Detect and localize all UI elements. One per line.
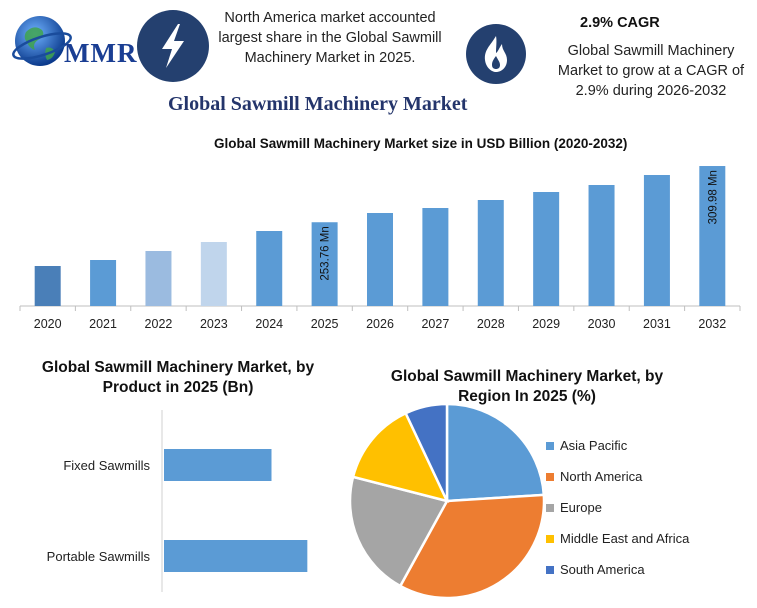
x-tick-label: 2032 [698,317,726,331]
globe-icon [12,16,72,66]
bar-2027 [422,208,449,306]
category-label: Fixed Sawmills [63,458,150,473]
legend-label: Middle East and Africa [560,531,690,546]
slice-middle-east-and-africa [351,411,450,503]
legend-swatch [546,565,554,574]
logo-text: MMR [64,38,138,68]
region-chart-title: Global Sawmill Machinery Market, by Regi… [390,368,664,405]
legend-item: Europe [546,492,756,523]
bar-2030 [588,185,615,306]
legend-swatch [546,534,554,543]
legend-label: South America [560,562,645,577]
bar-2028 [477,200,504,306]
info1-badge [137,10,209,82]
x-tick-label: 2029 [532,317,560,331]
x-tick-label: 2024 [255,317,283,331]
x-tick-label: 2025 [311,317,339,331]
bar-2020 [34,266,61,306]
bar-2029 [533,192,560,306]
legend-label: North America [560,469,643,484]
bar-2022 [145,251,172,306]
x-tick-label: 2023 [200,317,228,331]
x-tick-label: 2021 [89,317,117,331]
cagr-heading: 2.9% CAGR [580,15,660,31]
bar-2021 [90,260,117,306]
lightning-bolt-icon [162,24,184,68]
bar-2031 [643,175,670,306]
bar-2026 [367,213,393,306]
x-tick-label: 2027 [421,317,449,331]
page-title: Global Sawmill Machinery Market [168,93,468,115]
bar-2024 [256,231,283,306]
x-tick-label: 2031 [643,317,671,331]
legend-item: South America [546,554,756,585]
slice-europe [348,475,449,588]
cagr-text: Global Sawmill Machinery Market to grow … [557,43,745,99]
size-bar-chart: 2020 2021 2022 2023 2024 2025 253.76 Mn 2026 202… [19,166,741,331]
legend-label: Europe [560,500,602,515]
info1-text: North America market accounted largest s… [218,10,442,66]
slice-asia-pacific [445,402,546,503]
legend-swatch [546,472,554,481]
data-label-2032: 309.98 Mn [707,170,719,224]
legend-swatch [546,503,554,512]
flame-icon [484,36,507,72]
region-legend: Asia Pacific North America Europe Middle Ea… [546,430,756,585]
bar-2023 [200,242,227,306]
legend-item: Asia Pacific [546,430,756,461]
category-label: Portable Sawmills [47,549,151,564]
legend-item: Middle East and Africa [546,523,756,554]
info2-badge [466,24,526,84]
legend-item: North America [546,461,756,492]
x-tick-label: 2022 [145,317,173,331]
x-tick-label: 2028 [477,317,505,331]
legend-swatch [546,441,554,450]
legend-label: Asia Pacific [560,438,628,453]
x-tick-label: 2030 [588,317,616,331]
product-chart-title: Global Sawmill Machinery Market, by Prod… [41,359,315,396]
size-chart-title: Global Sawmill Machinery Market size in … [214,136,628,151]
bar-2032 [699,166,726,306]
region-pie-chart [348,402,546,600]
product-bar-chart: Fixed Sawmills Portable Sawmills [47,410,308,592]
bar-portable-sawmills [164,540,308,572]
bar-fixed-sawmills [164,449,272,481]
x-tick-label: 2026 [366,317,394,331]
data-label-2025: 253.76 Mn [320,226,332,280]
slice-south-america [404,402,449,502]
logo [8,8,138,78]
x-tick-label: 2020 [34,317,62,331]
bar-2025 [311,222,338,306]
